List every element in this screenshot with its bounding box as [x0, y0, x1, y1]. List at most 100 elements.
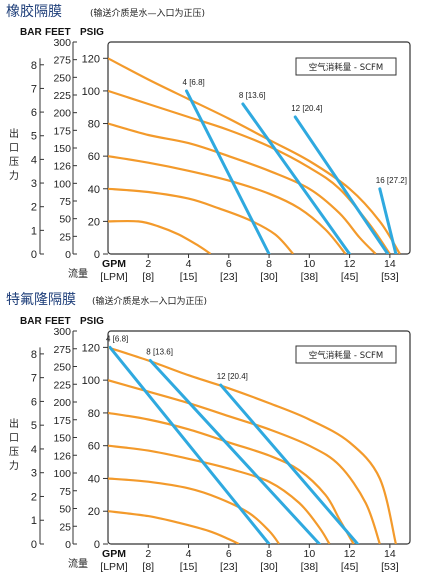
- air-consumption-label: 12 [20.4]: [217, 372, 248, 381]
- bar-tick-label: 4: [31, 444, 37, 456]
- bar-tick-label: 2: [31, 202, 37, 214]
- plot-frame: [107, 41, 411, 255]
- x-tick-gpm: 10: [303, 548, 315, 560]
- bar-tick-label: 1: [31, 225, 37, 237]
- y-axis-label-char: 出: [9, 127, 19, 140]
- x-tick-lpm: [30]: [260, 271, 278, 283]
- performance-curve: [108, 379, 381, 544]
- feet-tick-label: 225: [53, 379, 71, 391]
- x-tick-gpm: 6: [226, 548, 232, 560]
- x-tick-lpm: [15]: [180, 561, 198, 573]
- chart2-unit-feet: FEET: [45, 316, 71, 327]
- x-tick-lpm: [23]: [220, 271, 238, 283]
- x-tick-gpm: 12: [344, 548, 356, 560]
- psig-tick-label: 80: [88, 119, 100, 131]
- feet-tick-label: 100: [53, 468, 71, 480]
- bar-tick-label: 0: [31, 539, 37, 551]
- psig-tick-label: 0: [94, 249, 100, 261]
- bar-tick-label: 7: [31, 83, 37, 95]
- legend-title: 空气消耗量 - SCFM: [309, 62, 384, 73]
- y-axis-label-char: 压: [9, 156, 19, 168]
- psig-tick-label: 120: [82, 53, 100, 65]
- x-tick-gpm: 4: [186, 258, 192, 270]
- legend-title: 空气消耗量 - SCFM: [309, 350, 384, 361]
- x-tick-lpm: [8]: [142, 561, 154, 573]
- chart2-plot: 0204060801001200255075100126150175200225…: [9, 326, 411, 573]
- feet-tick-label: 200: [53, 108, 71, 120]
- performance-curve: [108, 155, 347, 254]
- x-tick-gpm: 2: [145, 258, 151, 270]
- x-tick-lpm: [38]: [301, 561, 319, 573]
- air-consumption-line: [378, 187, 398, 254]
- x-axis-label: 流量: [68, 557, 88, 570]
- x-tick-gpm: 2: [145, 548, 151, 560]
- chart1-plot: 0204060801001200255075100126150175200225…: [9, 37, 411, 283]
- feet-tick-label: 0: [65, 249, 71, 261]
- chart1-unit-bar: BAR: [20, 27, 42, 38]
- feet-tick-label: 200: [53, 397, 71, 409]
- x-tick-gpm: 4: [186, 548, 192, 560]
- psig-tick-label: 100: [82, 375, 100, 387]
- performance-curve: [108, 89, 391, 254]
- psig-tick-label: 60: [88, 441, 100, 453]
- plot-frame: [107, 330, 411, 545]
- psig-tick-label: 100: [82, 86, 100, 98]
- x-tick-gpm: 10: [303, 258, 315, 270]
- chart1-unit-feet: FEET: [45, 27, 71, 38]
- chart1-subtitle: (输送介质是水—入口为正压): [90, 7, 205, 19]
- x-axis-label: 流量: [68, 267, 88, 280]
- bar-tick-label: 5: [31, 131, 37, 143]
- bar-tick-label: 6: [31, 396, 37, 408]
- air-consumption-label: 4 [6.8]: [183, 78, 205, 87]
- x-tick-lpm: [45]: [341, 271, 359, 283]
- bar-tick-label: 0: [31, 249, 37, 261]
- bar-tick-label: 4: [31, 154, 37, 166]
- x-tick-gpm: 8: [266, 258, 272, 270]
- air-consumption-label: 12 [20.4]: [291, 104, 322, 113]
- air-consumption-line: [293, 115, 390, 254]
- air-consumption-label: 16 [27.2]: [376, 176, 407, 185]
- x-tick-lpm: [53]: [381, 561, 399, 573]
- x-tick-gpm: 14: [384, 548, 396, 560]
- x-tick-lpm: [23]: [220, 561, 238, 573]
- y-axis-label-char: 压: [9, 446, 19, 458]
- psig-tick-label: 120: [82, 342, 100, 354]
- chart1-unit-psig: PSIG: [80, 27, 104, 38]
- feet-tick-label: 25: [59, 521, 71, 533]
- plot-lines: [108, 345, 397, 544]
- x-tick-gpm: 8: [266, 548, 272, 560]
- x-tick-gpm: 6: [226, 258, 232, 270]
- bar-tick-label: 3: [31, 178, 37, 190]
- bar-tick-label: 1: [31, 515, 37, 527]
- x-tick-gpm: 12: [344, 258, 356, 270]
- chart2-unit-psig: PSIG: [80, 316, 104, 327]
- plot-lines: [108, 57, 401, 254]
- performance-curve: [108, 444, 331, 544]
- feet-tick-label: 175: [53, 125, 71, 137]
- feet-tick-label: 150: [53, 143, 71, 155]
- feet-tick-label: 275: [53, 344, 71, 356]
- air-consumption-line: [108, 345, 271, 544]
- x-unit-lpm: [LPM]: [100, 271, 128, 283]
- x-tick-lpm: [15]: [180, 271, 198, 283]
- feet-tick-label: 300: [53, 37, 71, 49]
- bar-tick-label: 3: [31, 468, 37, 480]
- chart2-title: 特氟隆隔膜: [6, 292, 76, 308]
- psig-tick-label: 20: [88, 506, 100, 518]
- y-axis-label-char: 出: [9, 417, 19, 430]
- performance-curve: [108, 477, 280, 544]
- bar-tick-label: 7: [31, 373, 37, 385]
- x-tick-gpm: 14: [384, 258, 396, 270]
- feet-tick-label: 25: [59, 231, 71, 243]
- performance-curve: [108, 187, 295, 254]
- performance-curve: [108, 510, 240, 544]
- feet-tick-label: 50: [59, 504, 71, 516]
- feet-tick-label: 250: [53, 72, 71, 84]
- feet-tick-label: 275: [53, 55, 71, 67]
- feet-tick-label: 75: [59, 196, 71, 208]
- x-unit-lpm: [LPM]: [100, 561, 128, 573]
- air-consumption-label: 8 [13.6]: [146, 347, 173, 356]
- y-axis-label-char: 口: [9, 143, 19, 154]
- air-consumption-line: [148, 358, 321, 544]
- chart2-subtitle: (输送介质是水—入口为正压): [92, 295, 207, 307]
